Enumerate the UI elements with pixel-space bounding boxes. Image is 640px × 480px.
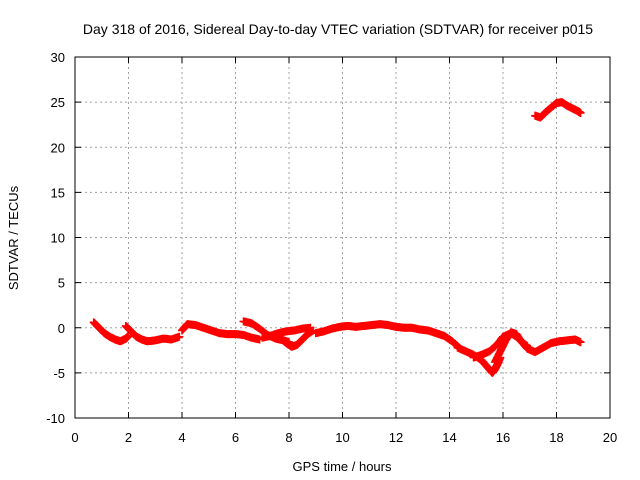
y-axis-label: SDTVAR / TECUs: [6, 185, 21, 290]
x-tick-label: 6: [232, 430, 239, 445]
x-tick-label: 14: [442, 430, 456, 445]
x-tick-label: 4: [178, 430, 185, 445]
data-point: [576, 108, 585, 117]
series-segment-2: [121, 321, 184, 346]
x-tick-label: 12: [389, 430, 403, 445]
data-point: [175, 332, 184, 341]
x-tick-label: 8: [285, 430, 292, 445]
y-tick-label: 5: [58, 276, 65, 291]
y-tick-label: 15: [51, 185, 65, 200]
data-point: [523, 341, 532, 350]
y-tick-label: 20: [51, 140, 65, 155]
data-point: [576, 338, 585, 347]
x-tick-label: 10: [335, 430, 349, 445]
series-segment-11: [531, 98, 585, 122]
y-tick-label: 0: [58, 321, 65, 336]
y-tick-label: -10: [46, 411, 65, 426]
y-tick-label: 10: [51, 231, 65, 246]
y-tick-label: 30: [51, 50, 65, 65]
x-tick-label: 18: [549, 430, 563, 445]
series-segment-3: [178, 320, 264, 344]
series-segment-6: [276, 326, 318, 351]
x-tick-label: 16: [496, 430, 510, 445]
x-axis-label: GPS time / hours: [293, 459, 392, 474]
chart-title: Day 318 of 2016, Sidereal Day-to-day VTE…: [83, 21, 593, 37]
series-segment-5: [258, 323, 315, 342]
x-axis-ticks: 0 2 4 6 8 10 12 14 16 18 20: [71, 57, 617, 445]
x-tick-label: 20: [603, 430, 617, 445]
data-points: [89, 98, 585, 377]
y-axis-ticks: -10 -5 0 5 10 15 20 25 30: [46, 50, 610, 426]
series-segment-1: [89, 318, 133, 346]
y-tick-label: 25: [51, 95, 65, 110]
series-segment-7: [311, 320, 465, 353]
x-tick-label: 2: [125, 430, 132, 445]
y-tick-label: -5: [53, 366, 65, 381]
x-tick-label: 0: [71, 430, 78, 445]
grid: [75, 57, 610, 418]
series-segment-10: [490, 328, 532, 367]
